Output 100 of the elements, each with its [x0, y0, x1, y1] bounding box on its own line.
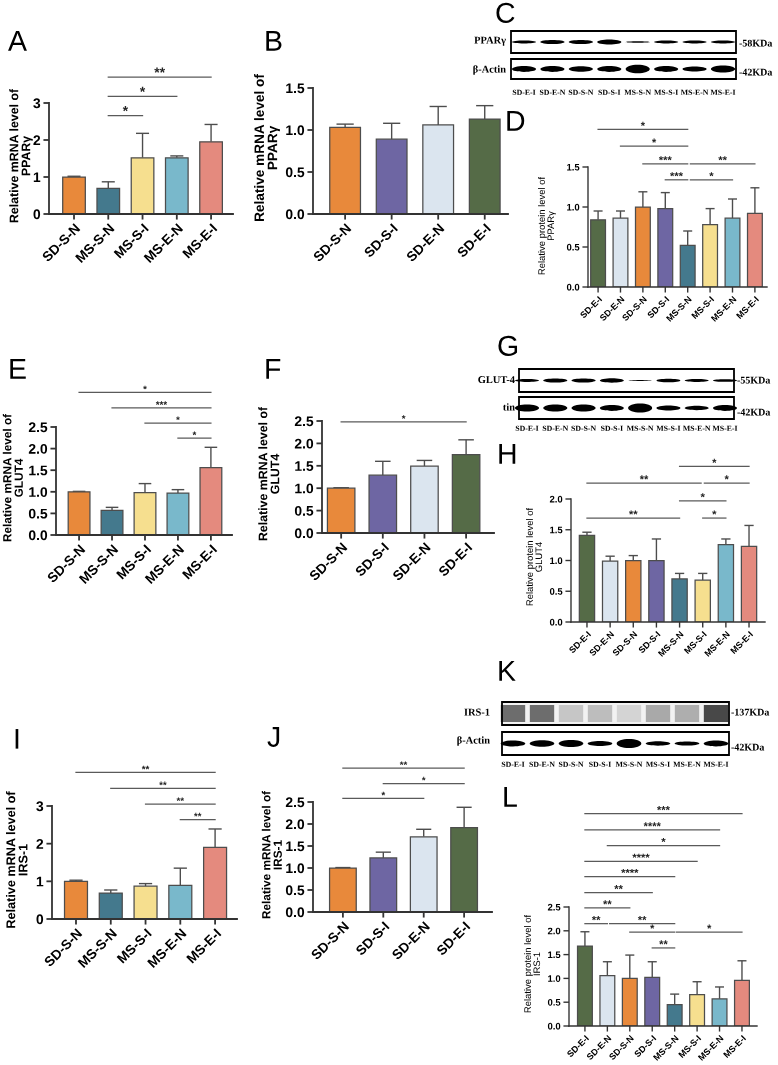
y-tick-label: 0.5 [28, 508, 48, 519]
y-axis-title: Relative mRNA level of IRS-1 [261, 790, 282, 919]
y-tick-label: 1.0 [550, 557, 563, 565]
text: *** [656, 806, 670, 811]
text: ** [154, 67, 166, 73]
y-tick-label: 2 [33, 135, 41, 146]
y-tick-label: 1.5 [286, 841, 305, 852]
text: -58KDa [739, 39, 773, 47]
text: ** [603, 900, 612, 905]
annotation: * [122, 106, 129, 112]
y-tick-label: 0.5 [549, 588, 563, 595]
text: * [700, 493, 705, 498]
y-tick-label: 3 [33, 98, 41, 109]
y-tick-label: 1.5 [548, 951, 561, 959]
y-tick-label: 1.0 [286, 863, 305, 874]
y-tick-label: 2 [36, 839, 44, 849]
text: PPARγ [474, 36, 506, 46]
text: * [139, 86, 146, 92]
chart-title: F [266, 359, 281, 379]
y-tick-label: 0.5 [566, 243, 580, 251]
annotation: ** [193, 812, 202, 817]
chart-title: D [507, 111, 525, 131]
chart-title: L [504, 787, 517, 807]
text: -137KDa [731, 708, 770, 716]
text: ** [159, 781, 167, 786]
text: GLUT-4 [478, 376, 515, 384]
text: *** [658, 156, 672, 161]
annotation: ** [628, 510, 638, 515]
y-axis-title: Relative mRNA level of GLUT4 [258, 406, 280, 541]
y-tick-label: 2.5 [285, 797, 305, 808]
y-tick-label: 3 [36, 801, 44, 812]
text: ** [399, 761, 408, 766]
y-tick-label: 2.0 [285, 819, 305, 830]
y-tick-label: 1.5 [550, 526, 563, 534]
text: G [498, 335, 518, 356]
y-axis-title: Relative protein level of IRS-1 [524, 914, 541, 1013]
annotation: ** [659, 940, 668, 945]
y-tick-label: 1.0 [567, 203, 580, 211]
text: * [661, 837, 666, 843]
y-tick-label: 0.0 [566, 283, 580, 291]
text: -42KDa [731, 743, 765, 751]
y-tick-label: 1.5 [29, 465, 48, 476]
text: **** [621, 868, 639, 874]
y-tick-label: 1.5 [286, 83, 305, 94]
text: * [176, 416, 180, 421]
chart-title: A [8, 31, 27, 51]
y-tick-label: 0.5 [285, 167, 305, 178]
text: -42KDa [737, 408, 771, 416]
text: * [712, 458, 717, 463]
annotation: * [707, 924, 712, 929]
y-tick-label: 2.5 [294, 416, 314, 427]
y-tick-label: 2.0 [549, 495, 563, 503]
y-tick-label: 0 [33, 209, 41, 220]
text: * [640, 121, 646, 126]
y-tick-label: 1.0 [295, 483, 314, 494]
chart-title: H [499, 444, 516, 464]
chart-title: E [10, 359, 26, 379]
y-tick-label: 1.0 [286, 125, 305, 136]
y-tick-label: 0.0 [285, 209, 305, 220]
annotation: ** [591, 916, 601, 921]
text: C [496, 2, 515, 23]
text: * [651, 138, 657, 143]
y-axis-title: Relative mRNA level of PPARγ [9, 88, 33, 223]
text: IRS-1 [464, 708, 490, 716]
annotation: * [192, 431, 197, 436]
y-tick-label: 1.0 [548, 975, 561, 982]
chart-title: J [267, 727, 280, 747]
y-tick-label: 0.0 [28, 530, 48, 541]
text: ** [718, 156, 727, 161]
y-tick-label: 2.5 [547, 903, 561, 911]
text: **** [643, 822, 661, 827]
text: tin [503, 403, 515, 411]
annotation: * [650, 924, 655, 929]
y-axis-title: Relative protein level of GLUT4 [526, 507, 543, 606]
text: * [421, 776, 426, 781]
text: *** [155, 401, 168, 405]
chart-title: B [266, 31, 282, 51]
annotation: * [712, 510, 717, 515]
text: ** [176, 797, 185, 802]
y-tick-label: 1 [36, 876, 44, 887]
y-tick-label: 0 [36, 914, 44, 925]
y-tick-label: 0.0 [285, 907, 305, 918]
text: * [143, 385, 147, 390]
text: ** [639, 475, 649, 480]
y-tick-label: 1.5 [567, 163, 580, 171]
y-axis-title: Relative mRNA level of PPARγ [254, 74, 280, 221]
text: * [401, 415, 406, 419]
y-tick-label: 0.0 [547, 1022, 561, 1030]
y-axis-title: Relative mRNA level of GLUT4 [2, 413, 23, 542]
y-tick-label: 0.5 [547, 999, 561, 1006]
y-axis-title: Relative protein level of PPARγ [538, 176, 556, 275]
chart-title: I [15, 729, 19, 749]
text: * [724, 475, 729, 480]
y-tick-label: 1.0 [29, 487, 48, 497]
y-tick-label: 2.5 [28, 422, 48, 433]
annotation: *** [670, 172, 683, 177]
y-tick-label: 1.5 [295, 461, 314, 471]
text: β-Actin [457, 736, 490, 746]
y-tick-label: 2.0 [294, 438, 314, 449]
y-tick-label: 2.0 [28, 443, 48, 454]
